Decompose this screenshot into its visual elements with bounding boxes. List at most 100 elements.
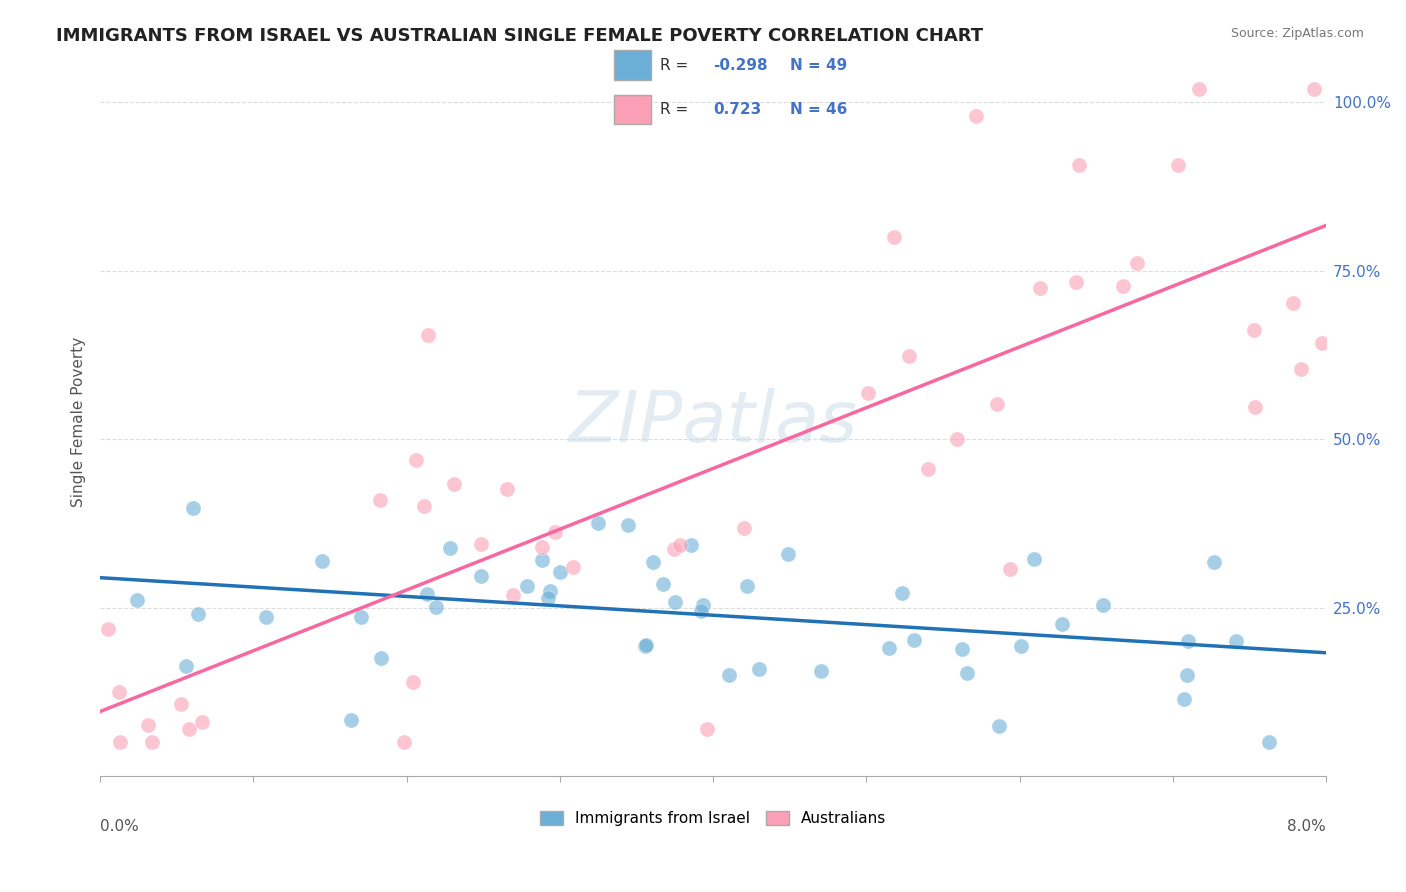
- Point: [1177, 668, 1199, 682]
- Point: [1066, 275, 1088, 289]
- Point: [443, 476, 465, 491]
- Point: [394, 735, 416, 749]
- Point: [548, 565, 571, 579]
- Point: [174, 658, 197, 673]
- Text: ZIPatlas: ZIPatlas: [568, 388, 858, 457]
- Point: [718, 668, 741, 682]
- Point: [662, 541, 685, 556]
- Point: [368, 493, 391, 508]
- Point: [1029, 281, 1052, 295]
- Point: [776, 547, 799, 561]
- Point: [470, 569, 492, 583]
- Point: [956, 666, 979, 681]
- Point: [502, 588, 524, 602]
- Point: [177, 722, 200, 736]
- Point: [737, 578, 759, 592]
- FancyBboxPatch shape: [614, 50, 651, 80]
- Point: [1167, 158, 1189, 172]
- Point: [986, 396, 1008, 410]
- Point: [1303, 81, 1326, 95]
- Legend: Immigrants from Israel, Australians: Immigrants from Israel, Australians: [534, 805, 891, 832]
- Point: [1010, 639, 1032, 653]
- Point: [107, 685, 129, 699]
- Point: [810, 664, 832, 678]
- Point: [1052, 617, 1074, 632]
- Text: Source: ZipAtlas.com: Source: ZipAtlas.com: [1230, 27, 1364, 40]
- Point: [634, 638, 657, 652]
- Point: [370, 651, 392, 665]
- Point: [652, 577, 675, 591]
- Point: [402, 675, 425, 690]
- Point: [891, 586, 914, 600]
- Point: [950, 642, 973, 657]
- Point: [187, 607, 209, 621]
- Point: [531, 553, 554, 567]
- Point: [516, 579, 538, 593]
- Point: [536, 591, 558, 606]
- Point: [412, 499, 434, 513]
- Point: [733, 521, 755, 535]
- Point: [1243, 323, 1265, 337]
- Point: [664, 595, 686, 609]
- Text: N = 46: N = 46: [790, 102, 848, 117]
- Point: [617, 518, 640, 533]
- Point: [883, 229, 905, 244]
- Point: [1289, 361, 1312, 376]
- Point: [748, 662, 770, 676]
- Point: [1022, 551, 1045, 566]
- Point: [544, 524, 567, 539]
- Point: [877, 640, 900, 655]
- Point: [998, 562, 1021, 576]
- Point: [1091, 599, 1114, 613]
- Text: 8.0%: 8.0%: [1288, 819, 1326, 834]
- Point: [191, 714, 214, 729]
- Point: [415, 587, 437, 601]
- Point: [1188, 81, 1211, 95]
- Point: [965, 109, 987, 123]
- Point: [405, 453, 427, 467]
- Point: [439, 541, 461, 555]
- Text: 0.723: 0.723: [713, 102, 761, 117]
- Point: [1202, 556, 1225, 570]
- Point: [1312, 336, 1334, 351]
- Point: [127, 593, 149, 607]
- Point: [183, 500, 205, 515]
- Point: [340, 713, 363, 727]
- Point: [917, 462, 939, 476]
- Point: [696, 722, 718, 736]
- Point: [1177, 634, 1199, 648]
- Point: [562, 560, 585, 574]
- Point: [530, 540, 553, 554]
- Point: [1126, 256, 1149, 270]
- Point: [946, 432, 969, 446]
- Point: [1282, 296, 1305, 310]
- Point: [1067, 158, 1090, 172]
- FancyBboxPatch shape: [614, 95, 651, 124]
- Point: [97, 622, 120, 636]
- Point: [641, 555, 664, 569]
- Point: [311, 554, 333, 568]
- Text: R =: R =: [661, 102, 693, 117]
- Point: [858, 386, 880, 401]
- Point: [470, 537, 492, 551]
- Point: [1173, 692, 1195, 706]
- Point: [425, 600, 447, 615]
- Point: [634, 639, 657, 653]
- Point: [898, 349, 921, 363]
- Point: [690, 604, 713, 618]
- Text: N = 49: N = 49: [790, 58, 848, 72]
- Point: [254, 610, 277, 624]
- Text: 0.0%: 0.0%: [100, 819, 139, 834]
- Point: [1258, 735, 1281, 749]
- Point: [136, 717, 159, 731]
- Point: [170, 697, 193, 711]
- Point: [141, 735, 163, 749]
- Point: [1112, 278, 1135, 293]
- Point: [588, 516, 610, 531]
- Point: [679, 538, 702, 552]
- Point: [495, 483, 517, 497]
- Text: -0.298: -0.298: [713, 58, 768, 72]
- Point: [669, 538, 692, 552]
- Point: [108, 735, 131, 749]
- Point: [903, 632, 925, 647]
